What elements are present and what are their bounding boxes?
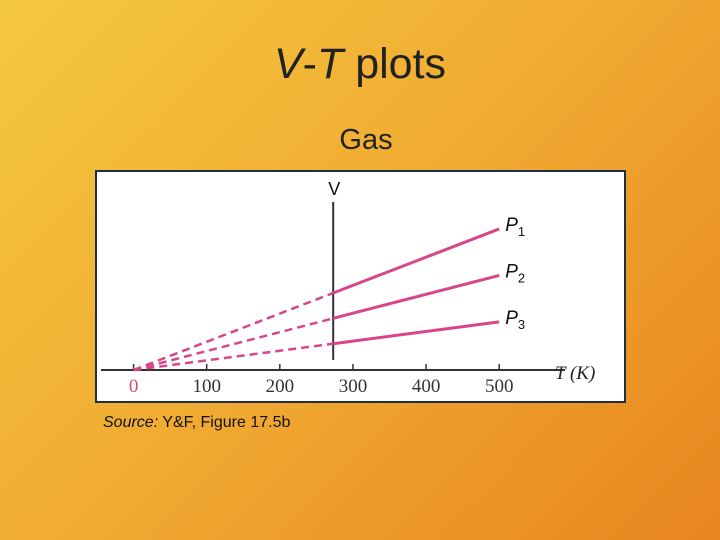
title-var-t: T	[316, 40, 344, 88]
x-ticks: 0 100 200 300 400 500	[129, 364, 514, 397]
series-extrapolation-line	[133, 291, 334, 372]
x-tick-label: 200	[266, 376, 295, 397]
slide-subtitle: Gas	[339, 124, 393, 156]
slide-title: V-T plots	[0, 40, 720, 89]
series-labels: P1 P2 P3	[505, 215, 525, 332]
x-axis-label: T (K)	[555, 363, 595, 384]
vt-chart: V T (K) 0 100 200 300 400 500 P1 P2 P3	[101, 179, 595, 397]
x-tick-label: 500	[485, 376, 514, 397]
y-axis-label: V	[328, 179, 340, 199]
series-lines	[133, 227, 500, 372]
series-line	[332, 273, 500, 320]
x-tick-label: 100	[192, 376, 221, 397]
series-line	[332, 227, 500, 295]
series-extrapolation-line	[133, 317, 334, 372]
title-var-v: V	[273, 40, 303, 88]
chart-panel: V T (K) 0 100 200 300 400 500 P1 P2 P3	[95, 170, 626, 403]
source-note: Source: Y&F, Figure 17.5b	[103, 414, 290, 432]
title-separator: -	[302, 40, 317, 88]
source-text: Y&F, Figure 17.5b	[162, 414, 291, 431]
x-tick-label: 300	[339, 376, 368, 397]
title-text: plots	[355, 40, 447, 88]
series-label: P2	[505, 261, 525, 285]
source-label: Source:	[103, 414, 159, 431]
series-label: P3	[505, 308, 525, 332]
series-extrapolation-line	[133, 342, 334, 372]
x-tick-label: 0	[129, 376, 139, 397]
x-tick-label: 400	[412, 376, 441, 397]
series-label: P1	[505, 215, 525, 239]
series-line	[332, 320, 500, 346]
